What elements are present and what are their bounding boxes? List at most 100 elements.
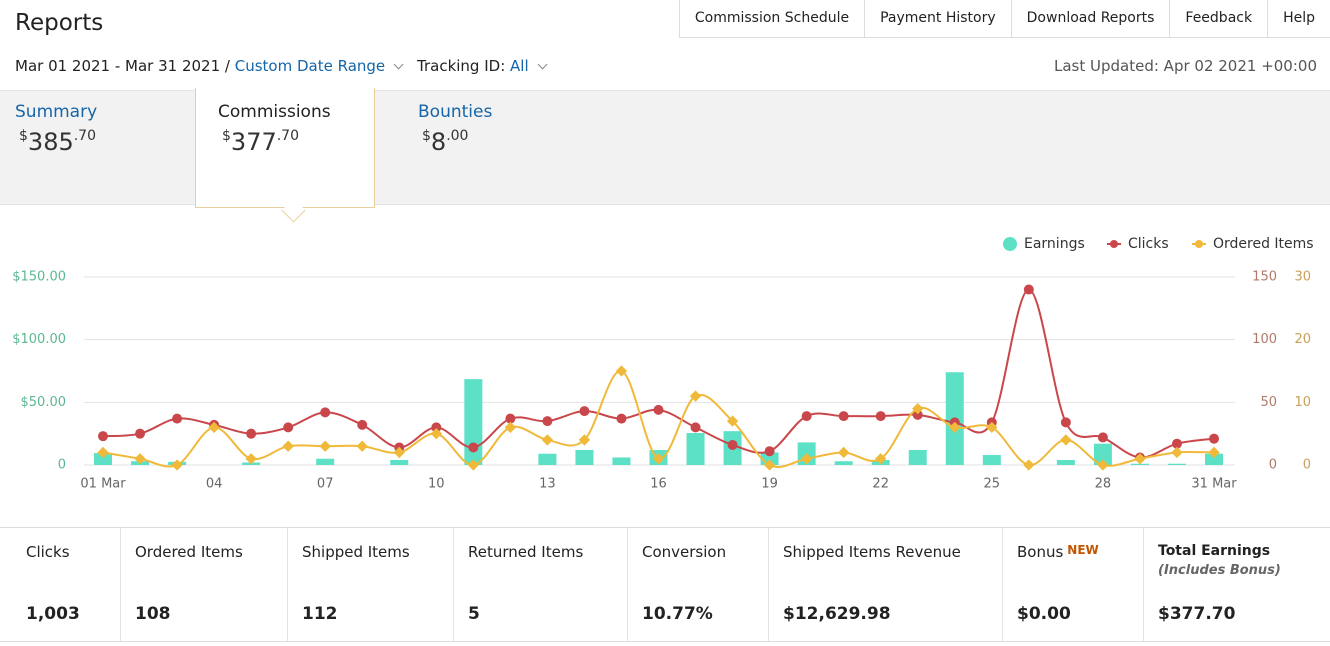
point <box>1023 284 1034 295</box>
tab-amount: $385.70 <box>15 128 180 156</box>
line <box>102 288 1215 459</box>
point <box>764 446 775 457</box>
stat-label: Bonus NEW <box>1017 543 1143 561</box>
dropdown-icon <box>537 59 548 70</box>
stat-value: 10.77% <box>642 604 713 624</box>
point <box>1209 433 1219 444</box>
stat-label-text: Total Earnings <box>1158 543 1271 559</box>
point <box>282 440 294 452</box>
point <box>616 413 627 424</box>
bar <box>834 461 853 465</box>
currency: $ <box>422 128 431 144</box>
x-tick-label: 01 Mar <box>80 477 126 492</box>
point <box>838 411 849 422</box>
point <box>245 453 257 465</box>
point <box>800 453 813 465</box>
currency: $ <box>19 128 28 144</box>
bar <box>1205 453 1223 465</box>
stat-label: Conversion <box>642 543 768 561</box>
y-tick-label: 0 <box>58 458 66 473</box>
legend-label: Clicks <box>1128 236 1169 252</box>
point <box>172 413 183 424</box>
point <box>801 411 812 422</box>
stat-cell: Shipped Items 112 <box>287 528 453 641</box>
nav-button[interactable]: Download Reports <box>1010 0 1170 37</box>
stat-value: 5 <box>468 604 480 624</box>
point <box>912 409 923 420</box>
stat-label: Clicks <box>26 543 120 561</box>
point <box>912 402 924 415</box>
page-title: Reports <box>15 10 104 36</box>
amount-whole: 377 <box>230 128 277 156</box>
y-tick-label: $50.00 <box>21 395 67 410</box>
stat-cell: Total Earnings (Includes Bonus) $377.70 <box>1143 528 1330 641</box>
point <box>504 421 517 434</box>
point <box>986 421 998 434</box>
dropdown-icon <box>393 59 404 70</box>
point <box>689 390 702 402</box>
stat-value: 112 <box>302 604 338 624</box>
amount-whole: 8 <box>430 128 447 156</box>
x-tick-label: 19 <box>761 477 778 492</box>
chart: 0 $50.00 $100.00 $150.00 0 50 100 150 0 10 20 30 01 … <box>12 236 1314 492</box>
y-tick-label: $100.00 <box>12 332 66 347</box>
point <box>1134 453 1146 465</box>
amount-cents: .00 <box>446 128 469 144</box>
point <box>542 416 553 427</box>
legend-item[interactable]: Earnings <box>1003 236 1085 252</box>
nav-button[interactable]: Help <box>1267 0 1330 37</box>
point <box>505 413 516 424</box>
point <box>726 415 739 427</box>
legend-item[interactable]: Ordered Items <box>1192 236 1314 252</box>
bar <box>908 449 927 465</box>
point <box>1023 459 1035 471</box>
tab[interactable]: Bounties $8.00 <box>396 88 576 208</box>
legend-label: Ordered Items <box>1213 236 1314 252</box>
point <box>763 459 776 471</box>
bar <box>1056 459 1075 465</box>
x-tick-label: 25 <box>984 477 1001 492</box>
stat-label: Ordered Items <box>135 543 287 561</box>
bar <box>464 379 483 465</box>
tracking-filter[interactable]: Tracking ID: All <box>417 57 554 75</box>
tab[interactable]: Summary $385.70 <box>0 88 180 208</box>
y3-tick-label: 20 <box>1294 332 1311 347</box>
tracking-value[interactable]: All <box>510 57 529 75</box>
point <box>1171 446 1183 459</box>
bar <box>982 454 1001 465</box>
nav-button[interactable]: Payment History <box>864 0 1011 37</box>
stat-value: $377.70 <box>1158 604 1236 624</box>
stat-cell: Clicks 1,003 <box>0 528 120 641</box>
stat-label: Shipped Items <box>302 543 453 561</box>
point <box>467 459 479 471</box>
date-range: Mar 01 2021 - Mar 31 2021 / <box>15 57 230 75</box>
amount-cents: .70 <box>73 128 96 144</box>
point <box>468 442 479 453</box>
x-tick-label: 07 <box>317 477 334 492</box>
legend-item[interactable]: Clicks <box>1107 236 1169 252</box>
x-tick-label: 31 Mar <box>1191 477 1237 492</box>
x-tick-label: 22 <box>872 477 889 492</box>
nav-button[interactable]: Feedback <box>1169 0 1267 37</box>
point <box>727 439 738 450</box>
currency: $ <box>222 128 231 144</box>
bar <box>575 449 594 465</box>
stat-label-text: Shipped Items <box>302 543 410 561</box>
tab-name: Summary <box>15 102 98 122</box>
stat-value: 1,003 <box>26 604 80 624</box>
stat-value: $12,629.98 <box>783 604 891 624</box>
tab[interactable]: Commissions $377.70 <box>195 88 375 208</box>
point <box>246 428 257 439</box>
stat-label-text: Conversion <box>642 543 727 561</box>
date-filter[interactable]: Mar 01 2021 - Mar 31 2021 / Custom Date … <box>15 57 410 75</box>
amount-cents: .70 <box>276 128 299 144</box>
stat-label-text: Clicks <box>26 543 70 561</box>
bar <box>390 459 409 465</box>
point <box>578 434 591 446</box>
bar <box>1167 463 1186 465</box>
nav-button[interactable]: Commission Schedule <box>678 0 864 37</box>
range-type[interactable]: Custom Date Range <box>234 57 386 75</box>
stat-label: Shipped Items Revenue <box>783 543 1002 561</box>
stat-badge: NEW <box>1067 543 1099 557</box>
bar <box>94 453 112 465</box>
